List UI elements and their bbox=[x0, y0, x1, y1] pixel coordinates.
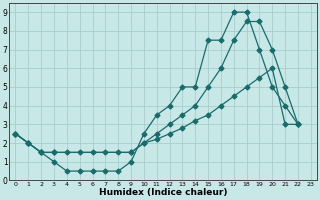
X-axis label: Humidex (Indice chaleur): Humidex (Indice chaleur) bbox=[99, 188, 228, 197]
